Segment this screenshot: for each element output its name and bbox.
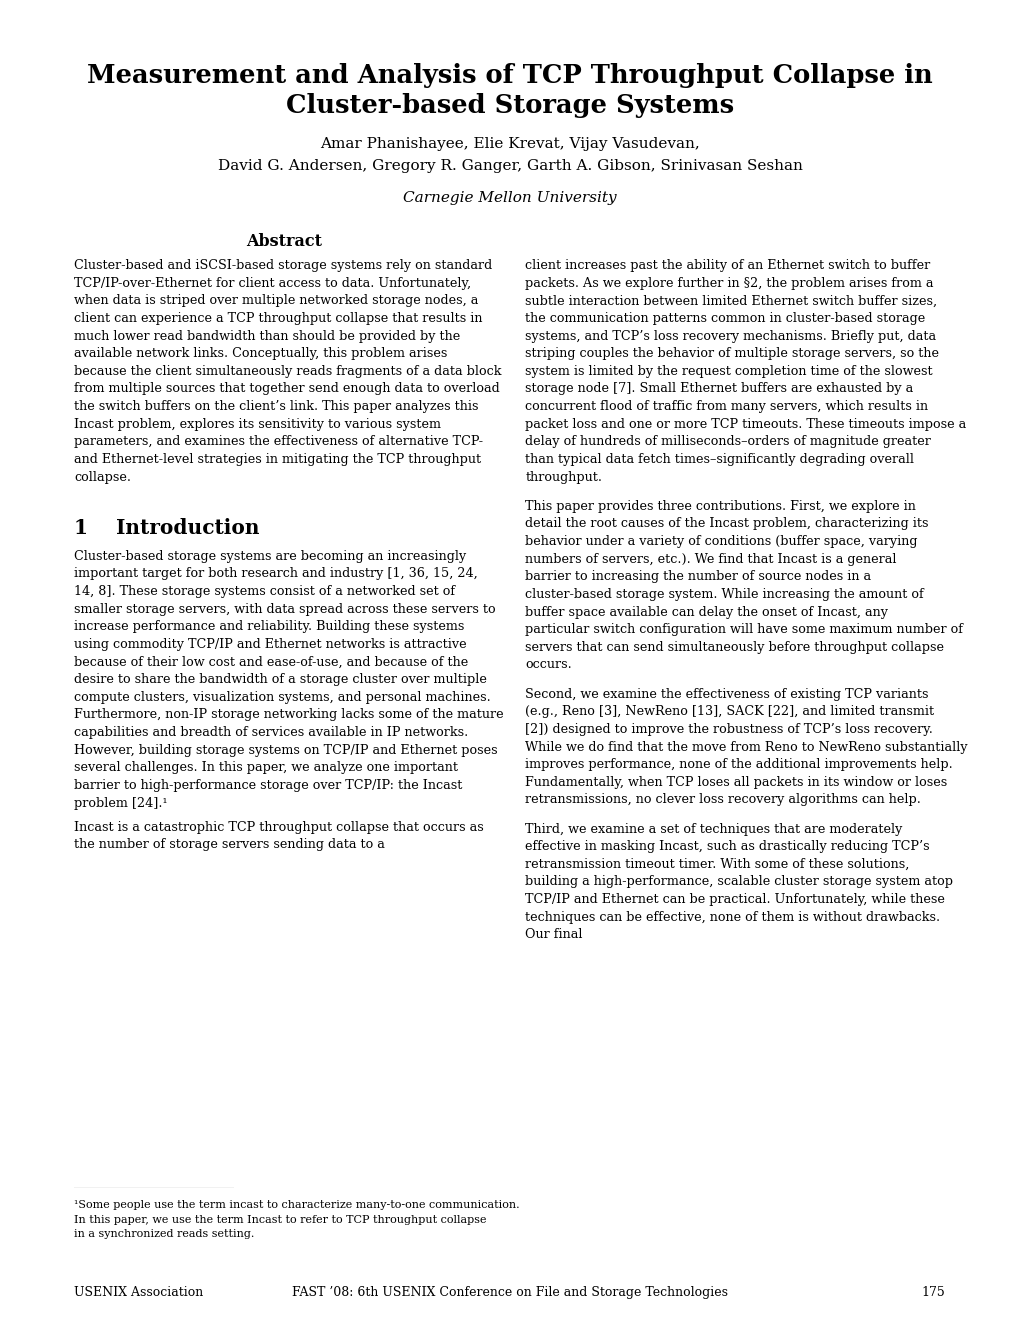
Text: Fundamentally, when TCP loses all packets in its window or loses: Fundamentally, when TCP loses all packet… [525,776,947,789]
Text: collapse.: collapse. [74,471,131,483]
Text: 14, 8]. These storage systems consist of a networked set of: 14, 8]. These storage systems consist of… [74,585,455,598]
Text: much lower read bandwidth than should be provided by the: much lower read bandwidth than should be… [74,330,461,343]
Text: Measurement and Analysis of TCP Throughput Collapse in: Measurement and Analysis of TCP Throughp… [87,63,932,88]
Text: delay of hundreds of milliseconds–orders of magnitude greater: delay of hundreds of milliseconds–orders… [525,436,930,449]
Text: the communication patterns common in cluster-based storage: the communication patterns common in clu… [525,312,924,325]
Text: storage node [7]. Small Ethernet buffers are exhausted by a: storage node [7]. Small Ethernet buffers… [525,383,913,396]
Text: throughput.: throughput. [525,471,601,483]
Text: behavior under a variety of conditions (buffer space, varying: behavior under a variety of conditions (… [525,535,917,548]
Text: than typical data fetch times–significantly degrading overall: than typical data fetch times–significan… [525,453,913,466]
Text: building a high-performance, scalable cluster storage system atop: building a high-performance, scalable cl… [525,875,953,888]
Text: detail the root causes of the Incast problem, characterizing its: detail the root causes of the Incast pro… [525,517,928,531]
Text: buffer space available can delay the onset of Incast, any: buffer space available can delay the ons… [525,606,888,619]
Text: particular switch configuration will have some maximum number of: particular switch configuration will hav… [525,623,962,636]
Text: the number of storage servers sending data to a: the number of storage servers sending da… [74,838,385,851]
Text: system is limited by the request completion time of the slowest: system is limited by the request complet… [525,364,932,378]
Text: 1    Introduction: 1 Introduction [74,519,260,539]
Text: important target for both research and industry [1, 36, 15, 24,: important target for both research and i… [74,568,478,581]
Text: numbers of servers, etc.). We find that Incast is a general: numbers of servers, etc.). We find that … [525,553,896,566]
Text: retransmission timeout timer. With some of these solutions,: retransmission timeout timer. With some … [525,858,909,871]
Text: compute clusters, visualization systems, and personal machines.: compute clusters, visualization systems,… [74,690,491,704]
Text: USENIX Association: USENIX Association [74,1286,204,1299]
Text: Amar Phanishayee, Elie Krevat, Vijay Vasudevan,: Amar Phanishayee, Elie Krevat, Vijay Vas… [320,137,699,152]
Text: David G. Andersen, Gregory R. Ganger, Garth A. Gibson, Srinivasan Seshan: David G. Andersen, Gregory R. Ganger, Ga… [217,158,802,173]
Text: problem [24].¹: problem [24].¹ [74,796,168,809]
Text: [2]) designed to improve the robustness of TCP’s loss recovery.: [2]) designed to improve the robustness … [525,723,932,735]
Text: using commodity TCP/IP and Ethernet networks is attractive: using commodity TCP/IP and Ethernet netw… [74,638,467,651]
Text: (e.g., Reno [3], NewReno [13], SACK [22], and limited transmit: (e.g., Reno [3], NewReno [13], SACK [22]… [525,705,933,718]
Text: packet loss and one or more TCP timeouts. These timeouts impose a: packet loss and one or more TCP timeouts… [525,417,966,430]
Text: However, building storage systems on TCP/IP and Ethernet poses: However, building storage systems on TCP… [74,743,497,756]
Text: Cluster-based and iSCSI-based storage systems rely on standard: Cluster-based and iSCSI-based storage sy… [74,259,492,272]
Text: Cluster-based storage systems are becoming an increasingly: Cluster-based storage systems are becomi… [74,549,467,562]
Text: Carnegie Mellon University: Carnegie Mellon University [403,190,616,205]
Text: because the client simultaneously reads fragments of a data block: because the client simultaneously reads … [74,364,501,378]
Text: desire to share the bandwidth of a storage cluster over multiple: desire to share the bandwidth of a stora… [74,673,487,686]
Text: retransmissions, no clever loss recovery algorithms can help.: retransmissions, no clever loss recovery… [525,793,920,807]
Text: and Ethernet-level strategies in mitigating the TCP throughput: and Ethernet-level strategies in mitigat… [74,453,481,466]
Text: techniques can be effective, none of them is without drawbacks.: techniques can be effective, none of the… [525,911,940,924]
Text: in a synchronized reads setting.: in a synchronized reads setting. [74,1229,255,1239]
Text: client can experience a TCP throughput collapse that results in: client can experience a TCP throughput c… [74,312,482,325]
Text: increase performance and reliability. Building these systems: increase performance and reliability. Bu… [74,620,465,634]
Text: client increases past the ability of an Ethernet switch to buffer: client increases past the ability of an … [525,259,929,272]
Text: capabilities and breadth of services available in IP networks.: capabilities and breadth of services ava… [74,726,469,739]
Text: TCP/IP-over-Ethernet for client access to data. Unfortunately,: TCP/IP-over-Ethernet for client access t… [74,277,471,289]
Text: ¹Some people use the term incast to characterize many-to-one communication.: ¹Some people use the term incast to char… [74,1200,520,1210]
Text: FAST ’08: 6th USENIX Conference on File and Storage Technologies: FAST ’08: 6th USENIX Conference on File … [291,1286,728,1299]
Text: concurrent flood of traffic from many servers, which results in: concurrent flood of traffic from many se… [525,400,927,413]
Text: packets. As we explore further in §2, the problem arises from a: packets. As we explore further in §2, th… [525,277,932,289]
Text: Incast is a catastrophic TCP throughput collapse that occurs as: Incast is a catastrophic TCP throughput … [74,821,484,834]
Text: While we do find that the move from Reno to NewReno substantially: While we do find that the move from Reno… [525,741,967,754]
Text: when data is striped over multiple networked storage nodes, a: when data is striped over multiple netwo… [74,294,478,308]
Text: several challenges. In this paper, we analyze one important: several challenges. In this paper, we an… [74,762,458,775]
Text: systems, and TCP’s loss recovery mechanisms. Briefly put, data: systems, and TCP’s loss recovery mechani… [525,330,935,343]
Text: Furthermore, non-IP storage networking lacks some of the mature: Furthermore, non-IP storage networking l… [74,709,503,722]
Text: In this paper, we use the term Incast to refer to TCP throughput collapse: In this paper, we use the term Incast to… [74,1214,486,1225]
Text: cluster-based storage system. While increasing the amount of: cluster-based storage system. While incr… [525,587,923,601]
Text: barrier to high-performance storage over TCP/IP: the Incast: barrier to high-performance storage over… [74,779,463,792]
Text: occurs.: occurs. [525,659,572,672]
Text: effective in masking Incast, such as drastically reducing TCP’s: effective in masking Incast, such as dra… [525,840,929,853]
Text: improves performance, none of the additional improvements help.: improves performance, none of the additi… [525,758,952,771]
Text: subtle interaction between limited Ethernet switch buffer sizes,: subtle interaction between limited Ether… [525,294,936,308]
Text: available network links. Conceptually, this problem arises: available network links. Conceptually, t… [74,347,447,360]
Text: Cluster-based Storage Systems: Cluster-based Storage Systems [285,92,734,117]
Text: 175: 175 [921,1286,945,1299]
Text: the switch buffers on the client’s link. This paper analyzes this: the switch buffers on the client’s link.… [74,400,479,413]
Text: Second, we examine the effectiveness of existing TCP variants: Second, we examine the effectiveness of … [525,688,928,701]
Text: Our final: Our final [525,928,582,941]
Text: smaller storage servers, with data spread across these servers to: smaller storage servers, with data sprea… [74,603,495,615]
Text: because of their low cost and ease-of-use, and because of the: because of their low cost and ease-of-us… [74,656,469,668]
Text: Abstract: Abstract [247,234,322,251]
Text: barrier to increasing the number of source nodes in a: barrier to increasing the number of sour… [525,570,870,583]
Text: This paper provides three contributions. First, we explore in: This paper provides three contributions.… [525,500,915,512]
Text: Third, we examine a set of techniques that are moderately: Third, we examine a set of techniques th… [525,822,902,836]
Text: parameters, and examines the effectiveness of alternative TCP-: parameters, and examines the effectivene… [74,436,483,449]
Text: from multiple sources that together send enough data to overload: from multiple sources that together send… [74,383,499,396]
Text: Incast problem, explores its sensitivity to various system: Incast problem, explores its sensitivity… [74,417,441,430]
Text: servers that can send simultaneously before throughput collapse: servers that can send simultaneously bef… [525,640,944,653]
Text: TCP/IP and Ethernet can be practical. Unfortunately, while these: TCP/IP and Ethernet can be practical. Un… [525,894,945,906]
Text: striping couples the behavior of multiple storage servers, so the: striping couples the behavior of multipl… [525,347,938,360]
